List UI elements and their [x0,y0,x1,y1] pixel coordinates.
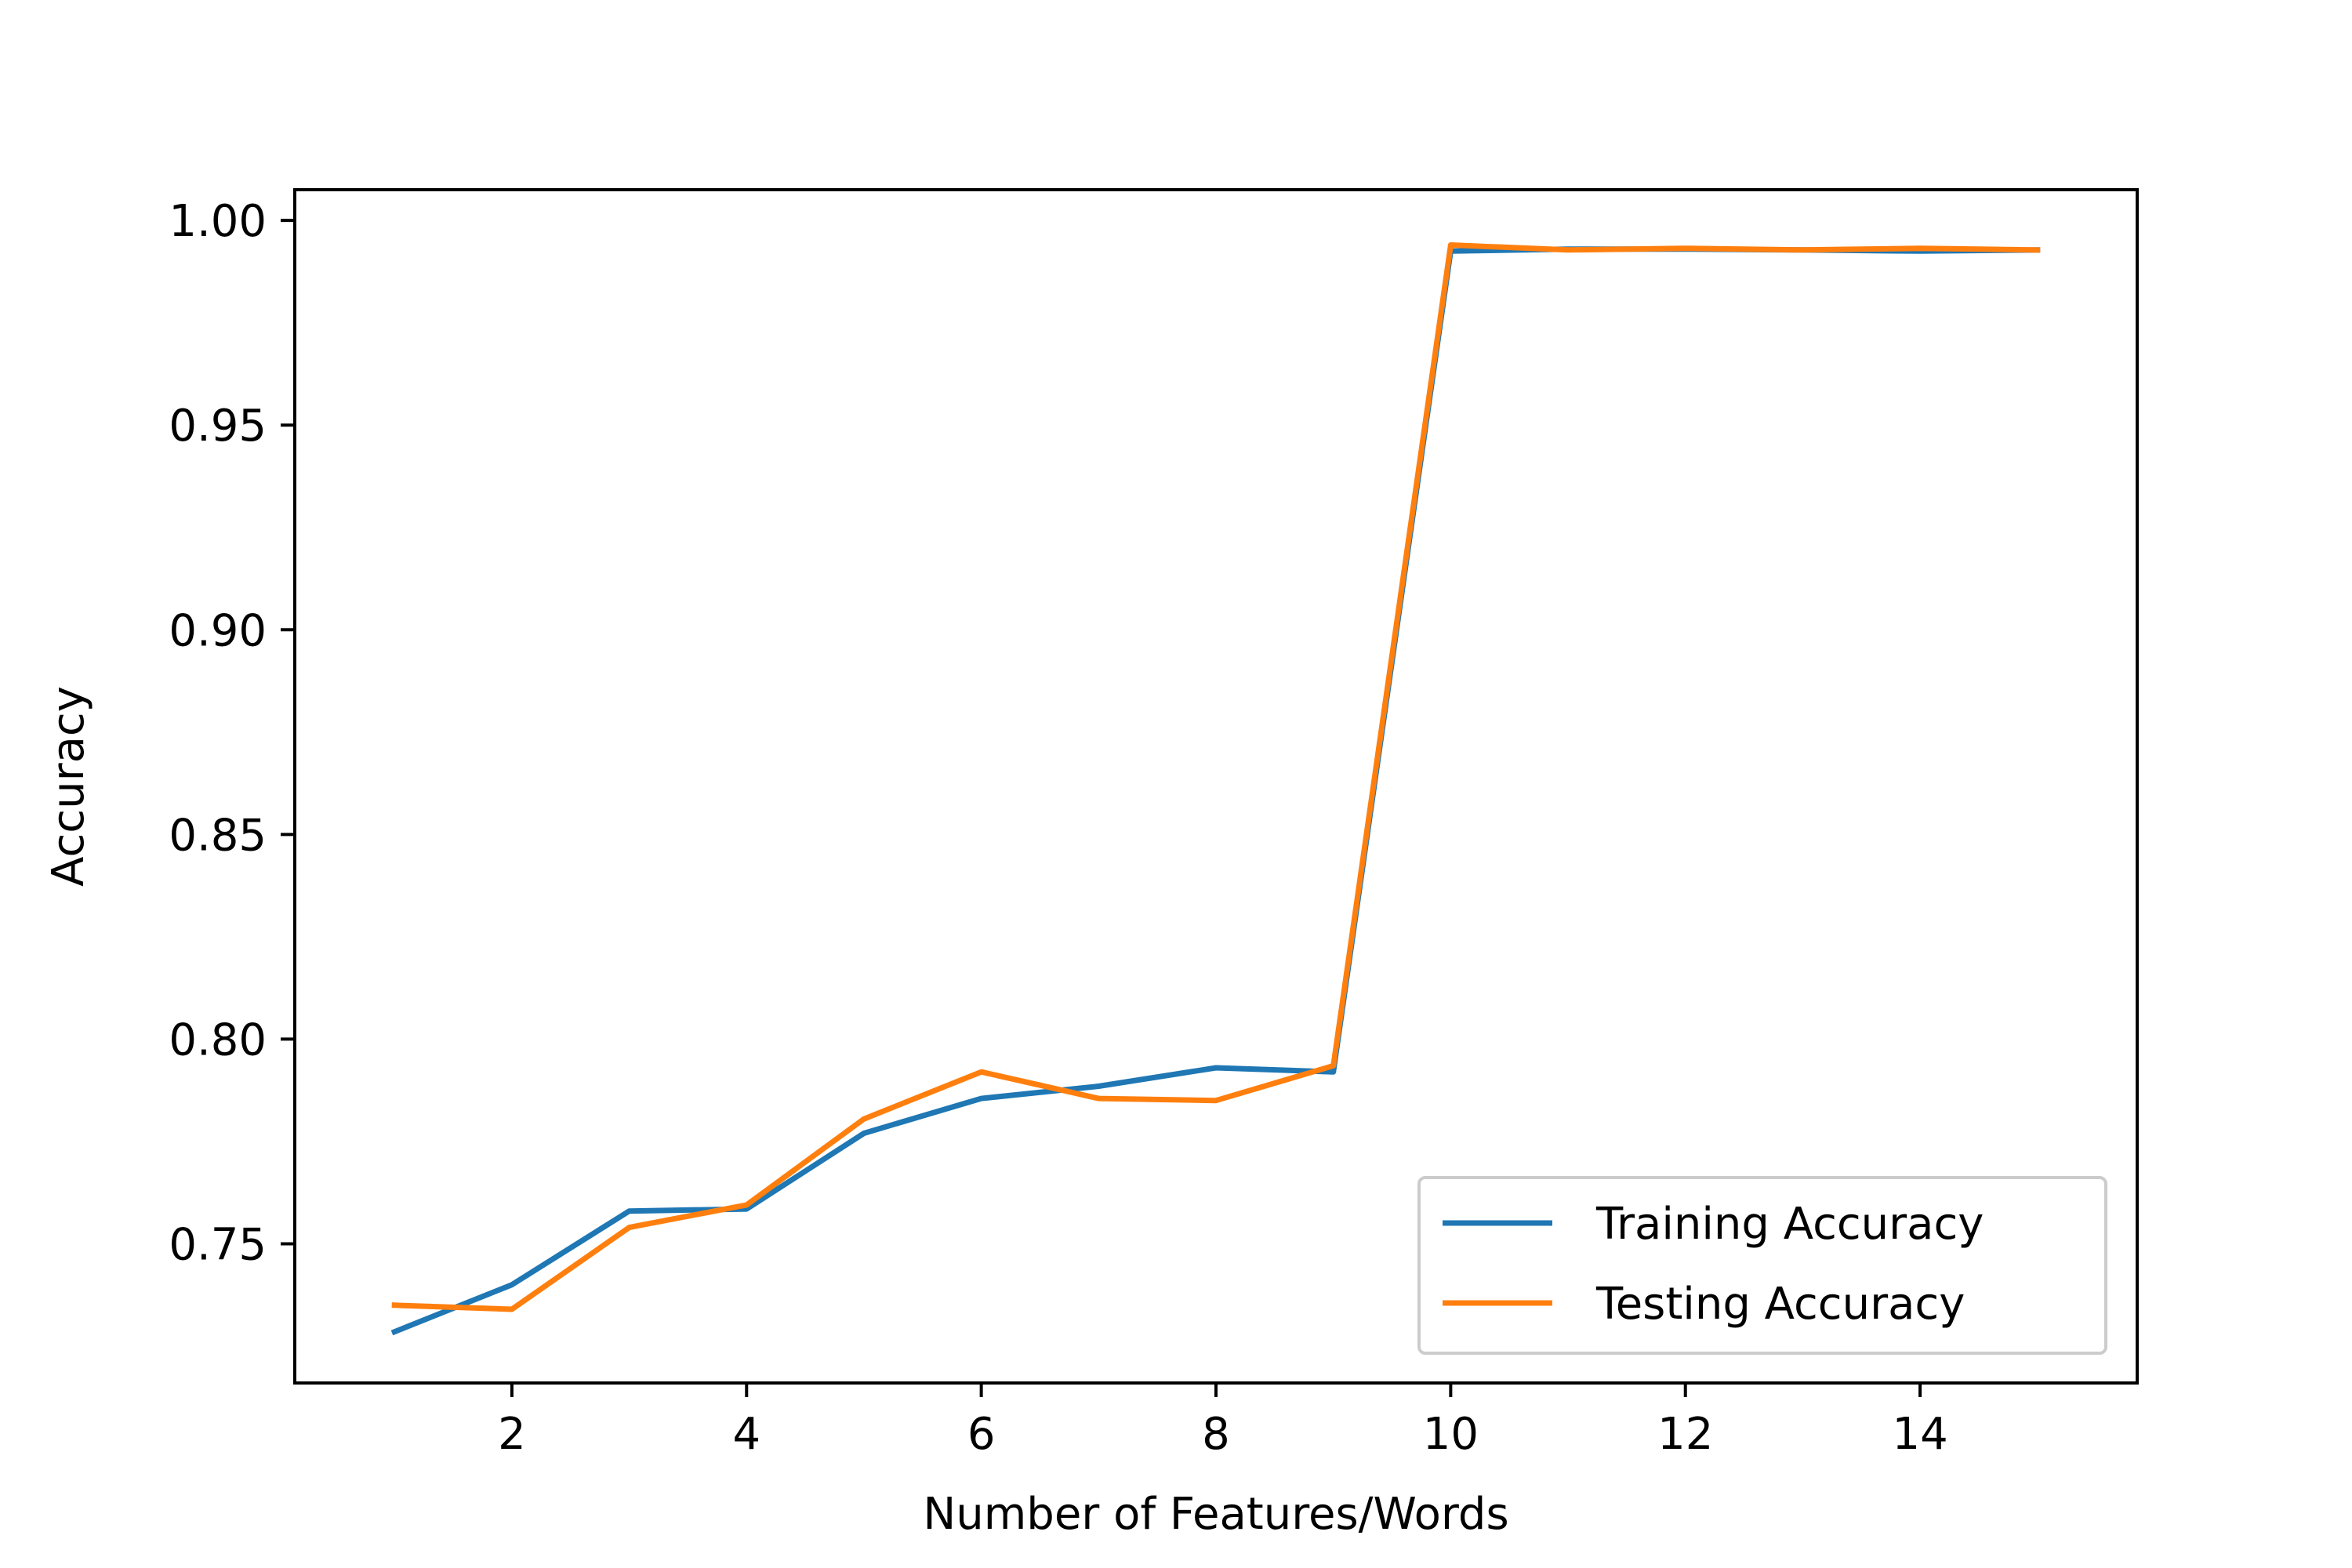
y-tick-label: 1.00 [169,196,267,247]
legend: Training Accuracy Testing Accuracy [1417,1176,2107,1355]
series-lines [390,242,2041,1336]
y-tick-label: 0.75 [169,1219,267,1270]
x-tick-label: 6 [967,1409,996,1460]
x-tick-label: 4 [732,1409,760,1460]
x-tick-label: 2 [498,1409,526,1460]
y-tick-label: 0.95 [169,401,267,452]
y-axis-label: Accuracy [43,686,94,887]
legend-box [1417,1176,2107,1355]
y-axis-ticks: 0.75 0.80 0.85 0.90 0.95 1.00 [169,196,295,1270]
x-axis-ticks: 2 4 6 8 10 12 14 [498,1383,1948,1460]
y-tick-label: 0.85 [169,810,267,861]
series-line-testing-accuracy [391,242,2041,1312]
legend-label-training-accuracy: Training Accuracy [1595,1199,1984,1250]
y-tick-label: 0.80 [169,1014,267,1065]
legend-label-testing-accuracy: Testing Accuracy [1595,1279,1965,1330]
x-tick-label: 8 [1202,1409,1230,1460]
x-tick-label: 10 [1423,1409,1479,1460]
x-tick-label: 14 [1892,1409,1947,1460]
x-tick-label: 12 [1657,1409,1713,1460]
x-axis-label: Number of Features/Words [923,1489,1508,1540]
y-tick-label: 0.90 [169,605,267,656]
